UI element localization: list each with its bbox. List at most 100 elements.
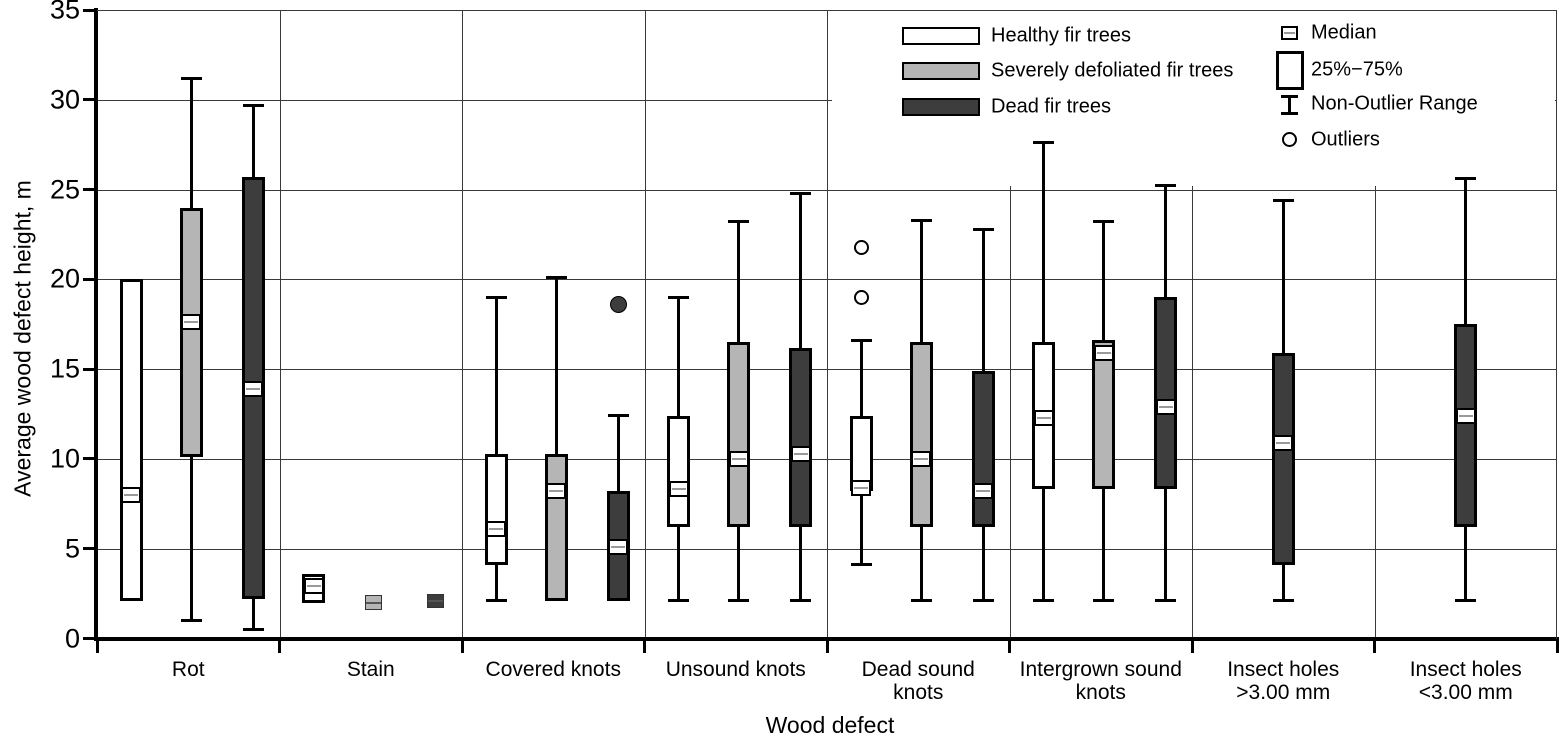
whisker-upper [1102,221,1106,341]
whisker-upper [251,105,255,177]
whisker-cap-lower [850,563,872,567]
median-marker [121,486,142,503]
category-label: Insect holes <3.00 mm [1409,658,1522,704]
whisker-cap-upper [180,76,202,80]
y-tick-label-10: 10 [49,443,80,474]
x-tick [825,638,829,653]
non-outlier-range-glyph-icon [1288,96,1291,114]
y-axis-title: Average wood defect height, m [9,180,36,497]
whisker-cap-upper [1272,198,1294,202]
quartile-box [789,347,813,528]
whisker-cap-upper [1093,220,1115,224]
whisker-lower [1281,564,1285,601]
whisker-upper [859,340,863,416]
whisker-upper [1042,142,1046,343]
y-tick-30 [83,98,95,102]
whisker-cap-lower [728,599,750,603]
median-marker [1155,398,1176,415]
whisker-lower [494,564,498,601]
median-marker [608,538,629,555]
quartile-box [1271,352,1295,565]
median-marker [790,445,811,462]
x-axis-line [94,637,1559,641]
whisker-cap-lower [1093,599,1115,603]
y-tick-20 [83,277,95,281]
whisker-upper [189,78,193,208]
x-tick [1190,638,1194,653]
whisker-upper [737,221,741,343]
whisker-upper [494,297,498,454]
y-tick-label-15: 15 [49,353,80,384]
y-tick-label-30: 30 [49,84,80,115]
whisker-cap-upper [790,191,812,195]
whisker-cap-lower [790,599,812,603]
category-separator [827,10,828,639]
whisker-lower [1464,527,1468,601]
plot-right-border [1556,10,1557,639]
whisker-lower [859,491,863,565]
median-marker [546,483,567,500]
whisker-cap-lower [910,599,932,603]
whisker-cap-upper [1033,141,1055,145]
x-axis-title: Wood defect [765,712,895,738]
x-tick [643,638,646,653]
non-outlier-range-cap-bottom [1281,112,1298,115]
whisker-upper [1281,200,1285,353]
whisker-cap-upper [1455,177,1477,181]
quartile-box [1092,340,1116,490]
whisker-lower [1164,489,1168,601]
legend-label-median: Median [1311,21,1377,44]
whisker-lower [251,598,255,630]
category-label: Rot [171,658,205,681]
legend-label-non-outlier-range: Non-Outlier Range [1311,92,1478,115]
quartile-box [727,342,751,528]
y-tick-label-35: 35 [49,0,80,25]
category-separator [644,10,646,639]
quartile-box [667,415,691,528]
median-marker [1273,434,1294,451]
whisker-lower [981,527,985,601]
x-tick [1555,638,1559,653]
category-label: Intergrown sound knots [1019,658,1182,704]
whisker-lower [1042,489,1046,601]
median-marker [181,314,202,331]
x-tick [1373,638,1376,653]
legend-label-healthy: Healthy fir trees [991,24,1132,47]
category-label: Insect holes >3.00 mm [1227,658,1340,704]
y-tick-label-25: 25 [49,174,80,205]
quartile-box [971,370,995,528]
median-line [366,601,382,604]
whisker-cap-lower [972,599,994,603]
whisker-lower [799,527,803,601]
quartile-box [1454,324,1478,528]
median-marker [486,520,507,537]
y-tick-10 [83,457,95,461]
legend-label-quartiles: 25%−75% [1311,58,1403,81]
y-tick-label-5: 5 [64,533,80,564]
whisker-cap-upper [545,276,567,280]
y-tick-5 [83,547,95,551]
whisker-cap-upper [242,103,264,107]
quartile-box [1154,297,1178,490]
non-outlier-range-cap-top [1281,95,1298,98]
y-tick-35 [83,8,95,12]
median-marker [668,481,689,498]
quartile-box-glyph-icon [1276,51,1304,90]
legend-label-dead: Dead fir trees [991,95,1112,118]
quartile-box [484,453,508,565]
whisker-upper [799,193,803,348]
whisker-cap-lower [242,628,264,632]
x-tick [95,638,99,653]
category-label: Stain [346,658,395,681]
y-tick-label-20: 20 [49,263,80,294]
quartile-box [909,342,933,528]
whisker-cap-upper [607,414,629,418]
whisker-upper [1164,185,1168,298]
median-marker [303,578,324,595]
whisker-upper [981,229,985,371]
whisker-cap-lower [668,599,690,603]
whisker-cap-lower [485,599,507,603]
whisker-cap-lower [1033,599,1055,603]
legend-swatch-dead [902,98,980,116]
